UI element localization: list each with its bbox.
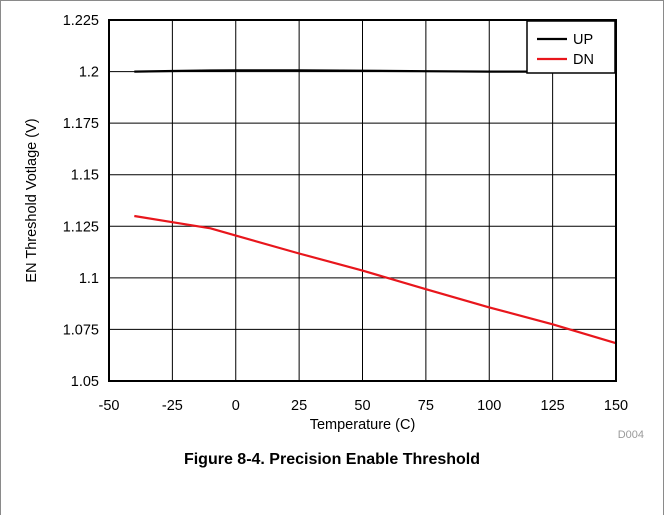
figure-caption: Figure 8-4. Precision Enable Threshold [183,451,481,468]
y-tick-label: 1.15 [71,168,99,184]
figure-code-label: D004 [618,429,644,441]
y-tick-label: 1.125 [63,219,99,235]
x-tick-label: 125 [541,398,565,414]
y-tick-label: 1.2 [79,65,99,81]
y-tick-label: 1.075 [63,322,99,338]
y-tick-label: 1.225 [63,13,99,29]
legend-label-dn: DN [573,52,594,68]
y-tick-label: 1.05 [71,374,99,390]
legend-label-up: UP [573,32,593,48]
x-tick-label: -50 [99,398,120,414]
x-tick-label: 100 [477,398,501,414]
plot-border [108,19,617,382]
y-axis-label: EN Threshold Votlage (V) [24,118,40,282]
tick-labels: -50 -25 0 25 50 75 100 125 150 1.05 1.075 1.1 1.125 1… [63,13,628,414]
series-layer [134,69,617,345]
x-tick-label: -25 [162,398,183,414]
series-line-up [134,69,553,73]
legend: UP DN [526,20,616,74]
y-tick-label: 1.1 [79,271,99,287]
x-tick-label: 50 [354,398,370,414]
grid-lines [108,19,617,382]
x-tick-label: 0 [232,398,240,414]
legend-box [526,20,616,74]
x-tick-label: 150 [604,398,628,414]
x-tick-label: 25 [291,398,307,414]
x-axis-label: Temperature (C) [310,417,416,433]
x-tick-label: 75 [418,398,434,414]
y-tick-label: 1.175 [63,116,99,132]
series-line-dn [134,214,617,345]
